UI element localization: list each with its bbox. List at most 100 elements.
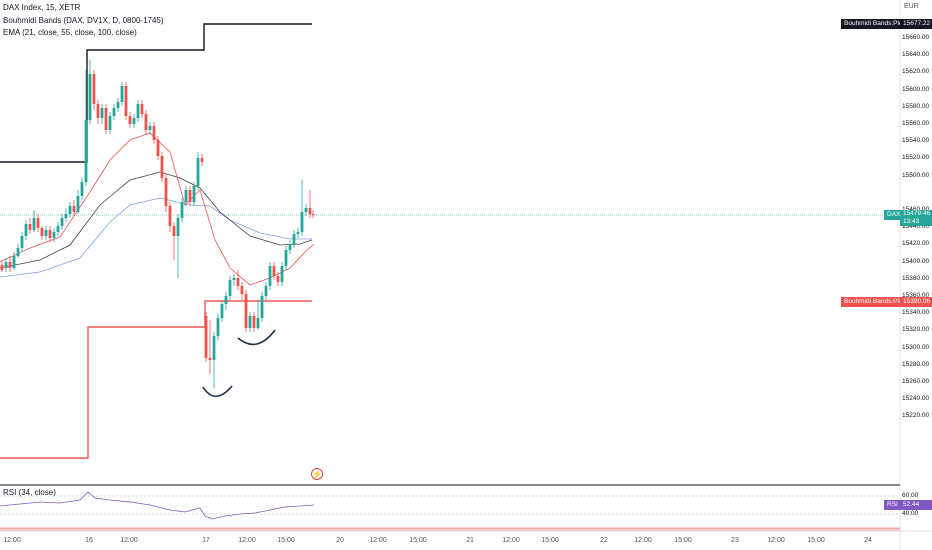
time-tick-label: 24 <box>864 537 872 544</box>
candle-body <box>20 236 24 248</box>
candle-body <box>216 318 220 336</box>
candle-body <box>224 296 228 304</box>
candle-body <box>264 286 268 296</box>
candle-body <box>300 212 304 232</box>
candle-body <box>196 158 200 186</box>
candle-body <box>311 214 315 215</box>
candle-body <box>212 336 216 360</box>
candle-body <box>220 304 224 318</box>
price-tick-label: 15340.00 <box>902 309 930 317</box>
dax-badge-value: 15479.46 13:43 <box>900 210 932 226</box>
candle-body <box>208 358 212 360</box>
symbol-legend[interactable]: DAX Index, 15, XETR <box>3 3 81 12</box>
candle-body <box>12 256 16 268</box>
candle-body <box>104 108 108 130</box>
price-tick-label: 15300.00 <box>902 343 930 351</box>
candle-body <box>272 266 276 276</box>
time-tick-label: 12:00 <box>634 537 652 544</box>
lower-band-line <box>0 300 312 459</box>
candle-body <box>96 104 100 118</box>
candle-body <box>108 116 112 130</box>
candle-body <box>256 318 260 328</box>
candle-body <box>236 278 240 286</box>
time-tick-label: 16 <box>85 537 93 544</box>
price-tick-label: 15600.00 <box>902 85 930 93</box>
candle-body <box>152 126 156 140</box>
rsi-tick-label: 60.00 <box>902 492 919 499</box>
candle-body <box>292 234 296 244</box>
candle-body <box>184 190 188 202</box>
bands-legend[interactable]: Bouhmidi Bands (DAX, DV1X, D, 0800-1745) <box>3 16 164 25</box>
candle-body <box>188 190 192 202</box>
candle-body <box>168 206 172 226</box>
lightning-icon[interactable]: ⚡ <box>311 468 323 480</box>
candle-body <box>48 230 52 238</box>
rsi-legend[interactable]: RSI (34, close) <box>3 488 56 497</box>
price-tick-label: 15380.00 <box>902 274 930 282</box>
candle-body <box>136 104 140 118</box>
candle-body <box>280 266 284 282</box>
time-tick-label: 15:00 <box>807 537 825 544</box>
candle-body <box>84 120 88 182</box>
candle-body <box>304 208 308 212</box>
price-tick-label: 15560.00 <box>902 120 930 127</box>
ema-legend[interactable]: EMA (21, close, 55, close, 100, close) <box>3 28 137 37</box>
ema21-line <box>0 132 315 286</box>
upper-band-badge-name: Bouhmidi Bands:Plot <box>841 19 904 29</box>
price-tick-label: 15440.00 <box>902 223 930 231</box>
lower-band-badge-value: 15390.06 <box>900 297 932 307</box>
rsi-badge-name: RSI <box>884 500 900 510</box>
rsi-line <box>0 491 315 520</box>
price-tick-label: 15260.00 <box>902 378 930 385</box>
time-tick-label: 12:00 <box>3 537 21 544</box>
price-tick-label: 15500.00 <box>902 171 930 179</box>
candle-body <box>8 262 12 268</box>
candle-body <box>52 232 56 238</box>
time-tick-label: 15:00 <box>277 537 295 544</box>
price-tick-label: 15220.00 <box>902 412 930 420</box>
price-tick-label: 15660.00 <box>902 34 930 41</box>
currency-label: EUR <box>904 3 919 10</box>
time-tick-label: 12:00 <box>767 537 785 544</box>
candle-body <box>124 86 128 116</box>
annotation-arc-left <box>202 385 233 398</box>
time-tick-label: 23 <box>731 537 739 544</box>
candle-body <box>44 230 48 236</box>
rsi-tick-label: 40.00 <box>902 510 919 517</box>
candle-body <box>244 294 248 328</box>
candle-body <box>4 262 8 268</box>
candle-body <box>76 196 80 212</box>
candle-body <box>288 244 292 250</box>
candle-body <box>28 224 32 230</box>
time-tick-label: 15:00 <box>409 537 427 544</box>
candle-body <box>232 278 236 280</box>
upper-band-badge-value: 15677.22 <box>900 19 932 29</box>
candle-body <box>228 280 232 296</box>
candle-body <box>140 104 144 114</box>
time-tick-label: 12:00 <box>502 537 520 544</box>
candle-body <box>204 316 208 358</box>
candle-body <box>180 202 184 218</box>
candle-body <box>60 218 64 226</box>
annotation-arc-right <box>237 329 276 346</box>
candle-body <box>36 218 40 228</box>
candle-body <box>200 158 204 162</box>
candle-body <box>160 156 164 178</box>
candle-body <box>24 224 28 236</box>
candle-body <box>80 182 84 196</box>
candle-body <box>276 276 280 282</box>
price-tick-label: 15320.00 <box>902 326 930 334</box>
candle-body <box>128 116 132 124</box>
time-tick-label: 12:00 <box>369 537 387 544</box>
candle-body <box>92 74 96 104</box>
candle-body <box>120 86 124 102</box>
price-tick-label: 15580.00 <box>902 102 930 110</box>
time-tick-label: 15:00 <box>541 537 559 544</box>
candle-body <box>132 118 136 124</box>
candle-body <box>192 186 196 202</box>
candle-body <box>64 214 68 218</box>
price-tick-label: 15540.00 <box>902 137 930 145</box>
price-tick-label: 15400.00 <box>902 257 930 265</box>
candle-body <box>148 126 152 130</box>
